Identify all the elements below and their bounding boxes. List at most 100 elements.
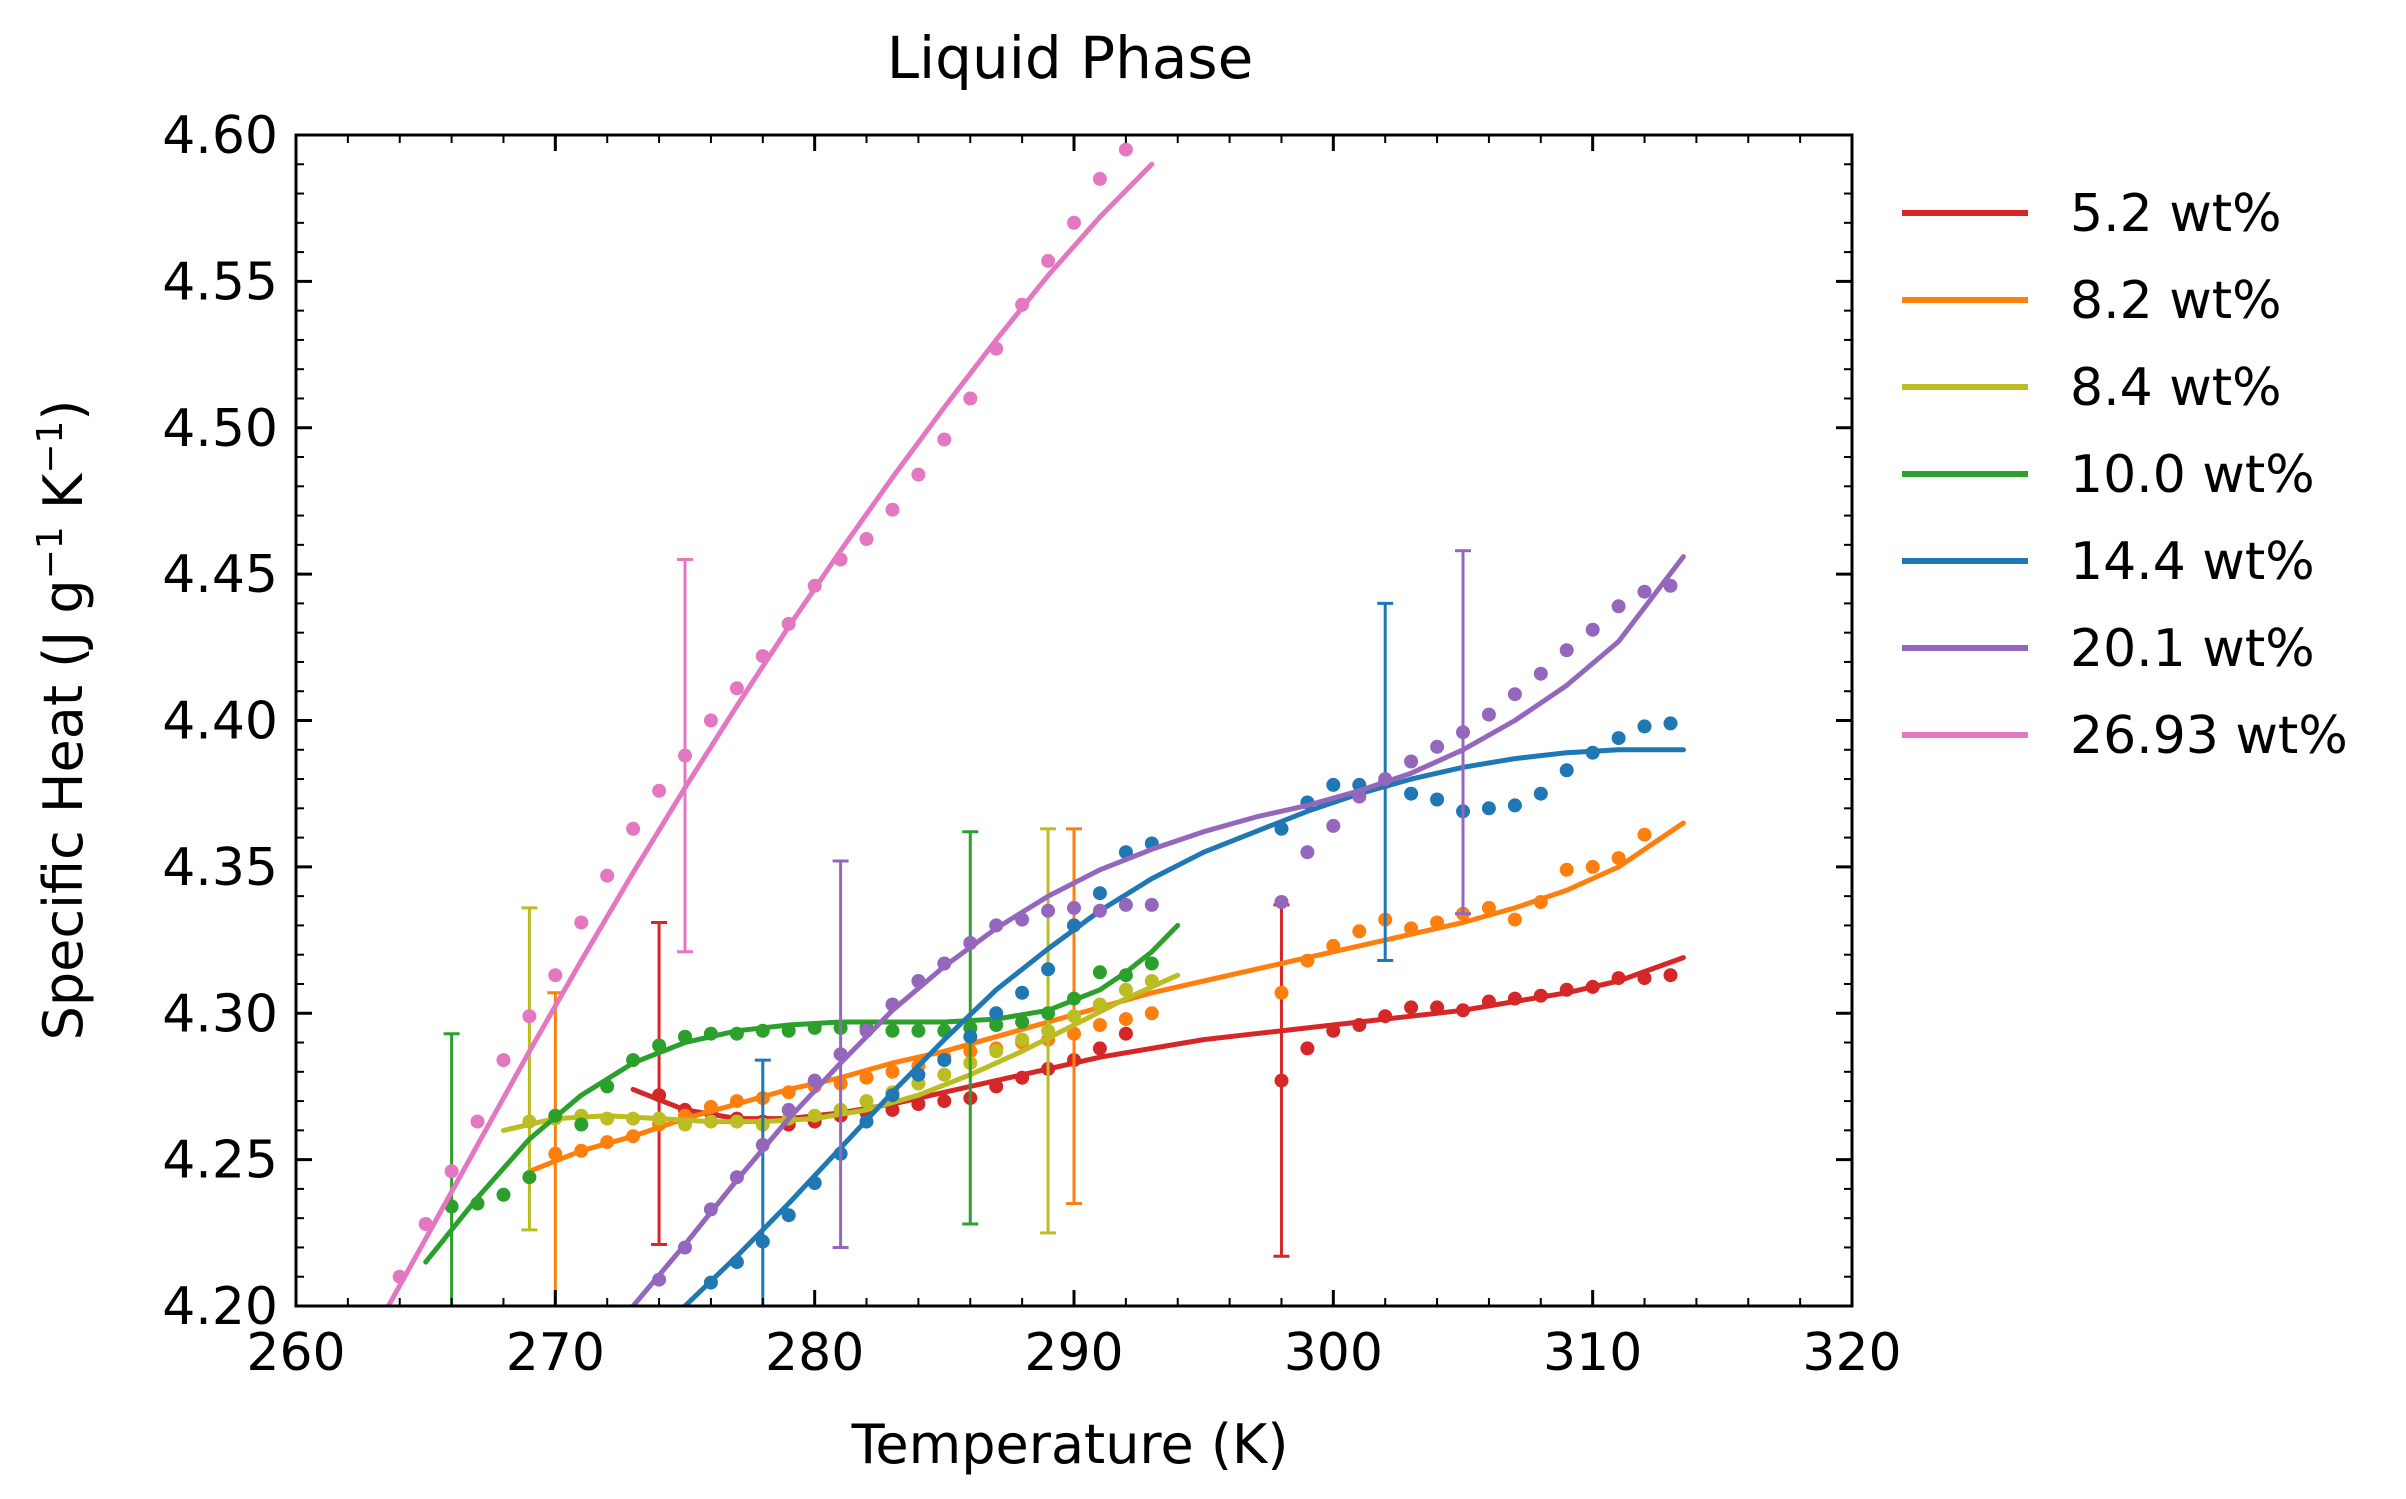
data-point [1430,792,1445,807]
data-point [989,918,1004,933]
x-axis-label: Temperature (K) [851,1413,1289,1476]
data-point [989,1018,1004,1032]
data-point [807,578,822,593]
data-point [781,1102,796,1117]
data-point [1404,921,1419,936]
data-point [1585,622,1600,637]
data-point [1118,982,1133,997]
y-axis-label-sup1: −1 [30,526,71,579]
series-5 [630,549,1686,1306]
data-point [1015,1015,1030,1029]
x-tick-label: 270 [506,1323,605,1383]
data-point [859,1023,874,1038]
legend: 5.2 wt% 8.2 wt% 8.4 wt% 10.0 wt% 14.4 wt% 20.… [1902,184,2348,766]
data-point [1067,215,1081,230]
data-point [911,1023,926,1038]
legend-entry-3: 10.0 wt% [1902,445,2315,505]
data-point [1326,938,1341,953]
y-tick-label: 4.55 [162,252,278,312]
data-point [600,868,615,883]
data-point [626,821,641,836]
plot-clip-group [385,142,1686,1306]
x-tick-label: 300 [1284,1323,1383,1383]
data-point [937,956,952,971]
data-point [1144,956,1159,971]
y-tick-label: 4.50 [162,399,278,459]
data-point [729,1255,744,1270]
data-point [626,1129,641,1144]
legend-entry-1: 8.2 wt% [1902,271,2282,331]
y-tick-label: 4.35 [162,838,278,898]
data-point [1300,1041,1315,1056]
legend-entry-5: 20.1 wt% [1902,619,2315,679]
data-point [989,1044,1004,1059]
data-point [1118,142,1133,157]
data-point [496,1053,511,1068]
data-point [1118,897,1133,912]
data-point [911,974,926,988]
data-point [833,1047,848,1062]
data-point [989,1006,1004,1021]
legend-label: 5.2 wt% [2070,184,2282,244]
data-point [885,1088,900,1103]
data-point [885,1064,900,1079]
data-point [1067,918,1081,933]
data-point [963,1029,978,1044]
data-point [1352,924,1367,939]
data-point [652,783,667,798]
data-point [652,1111,667,1126]
series-1 [526,820,1686,1306]
data-point [1067,1026,1081,1041]
data-point [1092,965,1107,980]
data-point [781,1085,796,1100]
fit-line [682,747,1686,1306]
data-point [1092,171,1107,186]
data-point [1430,739,1445,754]
data-point [1481,707,1496,722]
data-point [989,341,1004,356]
data-point [807,1176,822,1190]
data-point [729,1170,744,1185]
data-point [1637,827,1652,842]
data-point [885,1102,900,1117]
data-point [1533,666,1548,681]
data-point [703,1099,718,1114]
data-point [963,936,978,950]
y-axis-label: Specific Heat (J g−1 K−1) [30,400,96,1041]
data-point [1559,982,1574,997]
data-point [1092,903,1107,918]
data-point [548,968,563,983]
data-point [1559,763,1574,778]
data-point [470,1196,485,1211]
data-point [1481,801,1496,816]
data-point [1144,897,1159,912]
legend-label: 8.4 wt% [2070,358,2282,418]
data-point [1507,687,1522,702]
data-point [1041,1006,1056,1021]
data-point [1118,1026,1133,1041]
data-point [1118,1012,1133,1027]
legend-label: 26.93 wt% [2070,706,2348,766]
data-point [1092,1041,1107,1056]
data-point [1092,1018,1107,1032]
data-point [1041,962,1056,977]
data-point [1585,979,1600,994]
data-point [470,1114,485,1129]
legend-entry-2: 8.4 wt% [1902,358,2282,418]
series-4 [682,601,1686,1306]
data-point [911,1097,926,1111]
data-point [937,1067,952,1082]
data-point [1015,1032,1030,1047]
data-point [1092,886,1107,901]
axes: 260 270 280 290 300 310 320 4.20 4.25 4.30 4.35 4.4… [162,106,1901,1383]
legend-label: 20.1 wt% [2070,619,2315,679]
data-point [522,1114,537,1129]
data-point [1663,578,1678,593]
data-point [755,649,770,664]
data-point [652,1272,667,1287]
data-point [1481,900,1496,915]
data-point [911,467,926,482]
legend-entry-6: 26.93 wt% [1902,706,2348,766]
data-point [522,1170,537,1185]
